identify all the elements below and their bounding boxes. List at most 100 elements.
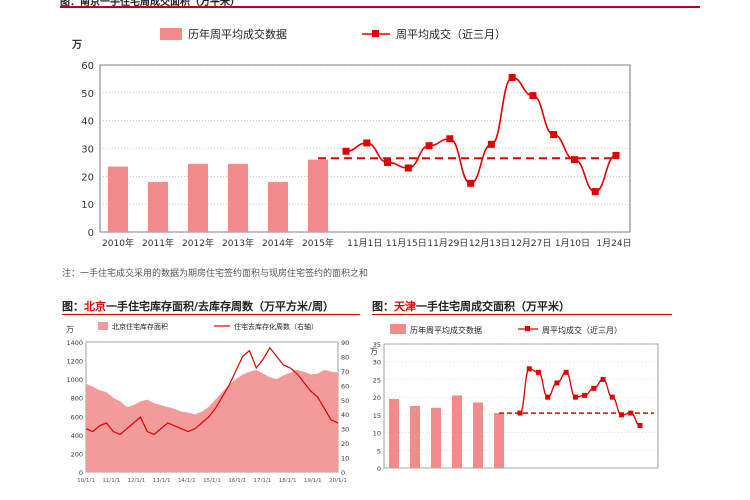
y-tick-label: 30: [81, 145, 94, 156]
line-point-marker: [609, 394, 615, 400]
line-point-marker: [554, 380, 560, 386]
x-tick-label: 10/1/1: [77, 478, 95, 484]
y-left-tick-label: 1200: [66, 358, 83, 366]
x-tick-label: 2012年: [182, 237, 214, 249]
bar-2010: [389, 398, 399, 468]
y-tick-label: 40: [81, 117, 94, 128]
line-point-marker: [619, 412, 625, 418]
legend-marker-swatch: [372, 30, 379, 37]
beijing-chart-title: 图：北京一手住宅库存面积/去库存周数（万平方米/周）: [62, 298, 334, 314]
y-axis-unit: 万: [370, 347, 378, 356]
line-point-marker: [570, 156, 578, 164]
y-left-tick-label: 600: [71, 413, 83, 421]
y-right-tick-label: 0: [341, 469, 345, 477]
line-point-marker: [582, 392, 588, 398]
y-tick-label: 60: [81, 61, 94, 72]
x-tick-label: 2011年: [142, 237, 174, 249]
y-left-tick-label: 1400: [66, 339, 83, 347]
x-tick-label: 20/1/1: [329, 478, 347, 484]
line-point-marker: [529, 92, 537, 100]
x-tick-label: 19/1/1: [304, 478, 322, 484]
bar-2015年: [308, 159, 328, 232]
y-right-tick-label: 50: [341, 397, 349, 405]
y-left-tick-label: 0: [79, 469, 83, 477]
legend-label-bars: 历年周平均成交数据: [188, 27, 287, 41]
y-right-tick-label: 90: [341, 339, 349, 347]
top-title-rule: [60, 0, 700, 8]
y-right-tick-label: 40: [341, 411, 349, 419]
line-point-marker: [628, 410, 634, 416]
y-tick-label: 25: [373, 376, 381, 384]
legend-label-bars: 历年周平均成交数据: [410, 325, 482, 335]
line-point-marker: [363, 139, 371, 147]
inventory-area: [86, 369, 338, 472]
line-point-marker: [591, 385, 597, 391]
y-tick-label: 5: [377, 447, 381, 455]
x-tick-label: 18/1/1: [279, 478, 297, 484]
y-axis-unit: 万: [71, 39, 82, 51]
x-tick-label: 2015年: [302, 237, 334, 249]
line-point-marker: [467, 179, 475, 187]
y-tick-label: 10: [81, 200, 94, 211]
line-point-marker: [526, 366, 532, 372]
x-tick-label: 12月13日: [469, 238, 510, 249]
line-point-marker: [637, 422, 643, 428]
y-right-tick-label: 80: [341, 353, 349, 361]
x-tick-label: 14/1/1: [178, 478, 196, 484]
tianjin-weekly-transaction-chart: 万 历年周平均成交数据 周平均成交（近三月） 0 5 10 15 20 25 30 35: [370, 324, 659, 473]
y-tick-label: 0: [377, 465, 381, 473]
y-right-tick-label: 20: [341, 440, 349, 448]
bar-2013: [452, 395, 462, 468]
x-tick-label: 2013年: [222, 237, 254, 249]
legend-swatch-bars: [390, 324, 406, 334]
line-point-marker: [487, 140, 495, 148]
line-point-marker: [404, 164, 412, 172]
plot-frame: [383, 343, 659, 469]
y-left-tick-label: 400: [71, 432, 83, 440]
line-point-marker: [342, 147, 350, 155]
legend-label-line: 周平均成交（近三月）: [396, 27, 506, 41]
y-right-tick-label: 10: [341, 455, 349, 463]
x-tick-label: 12/1/1: [128, 478, 146, 484]
tianjin-chart-title: 图：天津一手住宅周成交面积（万平米）: [372, 298, 570, 314]
line-point-marker: [384, 158, 392, 166]
bar-2014年: [268, 181, 288, 232]
y-left-tick-label: 800: [71, 395, 83, 403]
main-chart-note: 注：一手住宅成交采用的数据为期房住宅签约面积与现房住宅签约的面积之和: [62, 269, 369, 279]
bar-2014: [473, 402, 483, 468]
line-point-marker: [508, 74, 516, 82]
x-tick-label: 11月1日: [347, 238, 382, 249]
y-tick-label: 20: [81, 172, 94, 183]
y-tick-label: 35: [373, 341, 381, 349]
x-tick-label: 11月29日: [427, 238, 468, 249]
y-tick-label: 10: [373, 430, 381, 438]
legend-swatch-bars: [160, 28, 182, 40]
beijing-title-suffix: 一手住宅库存面积/去库存周数（万平方米/周）: [106, 300, 335, 313]
y-right-tick-label: 60: [341, 382, 349, 390]
line-point-marker: [563, 369, 569, 375]
x-tick-label: 15/1/1: [203, 478, 221, 484]
x-tick-label: 11月15日: [386, 238, 427, 249]
top-chart-title: 图：南京一手住宅周成交面积（万平米）: [60, 0, 240, 8]
line-point-marker: [572, 394, 578, 400]
bar-2012: [431, 407, 441, 468]
beijing-title-prefix: 图：: [62, 300, 84, 313]
beijing-title-rule: [62, 314, 360, 315]
x-tick-label: 2010年: [102, 237, 134, 249]
y-axis-unit: 万: [66, 325, 74, 334]
x-tick-label: 17/1/1: [254, 478, 272, 484]
beijing-inventory-chart: 万北京住宅库存面积 住宅去库存化周数（右轴）0200400600800100012…: [66, 322, 349, 484]
x-tick-label: 11/1/1: [102, 478, 120, 484]
destocking-weeks-line: [85, 346, 339, 436]
legend-label-line: 住宅去库存化周数（右轴）: [234, 322, 318, 331]
bar-2015: [494, 413, 504, 468]
legend-label-area: 北京住宅库存面积: [112, 322, 168, 331]
y-tick-label: 30: [373, 359, 381, 367]
weekly-average-line: [345, 76, 617, 193]
line-point-marker: [425, 142, 433, 150]
tianjin-title-rule: [372, 314, 672, 315]
nanjing-weekly-transaction-chart: 万 历年周平均成交数据 周平均成交（近三月） 0 10 20 30 40 50 60 2010年 20…: [71, 27, 632, 249]
line-point-marker: [612, 151, 620, 159]
x-tick-label: 2014年: [262, 237, 294, 249]
legend-marker-swatch: [525, 326, 530, 331]
